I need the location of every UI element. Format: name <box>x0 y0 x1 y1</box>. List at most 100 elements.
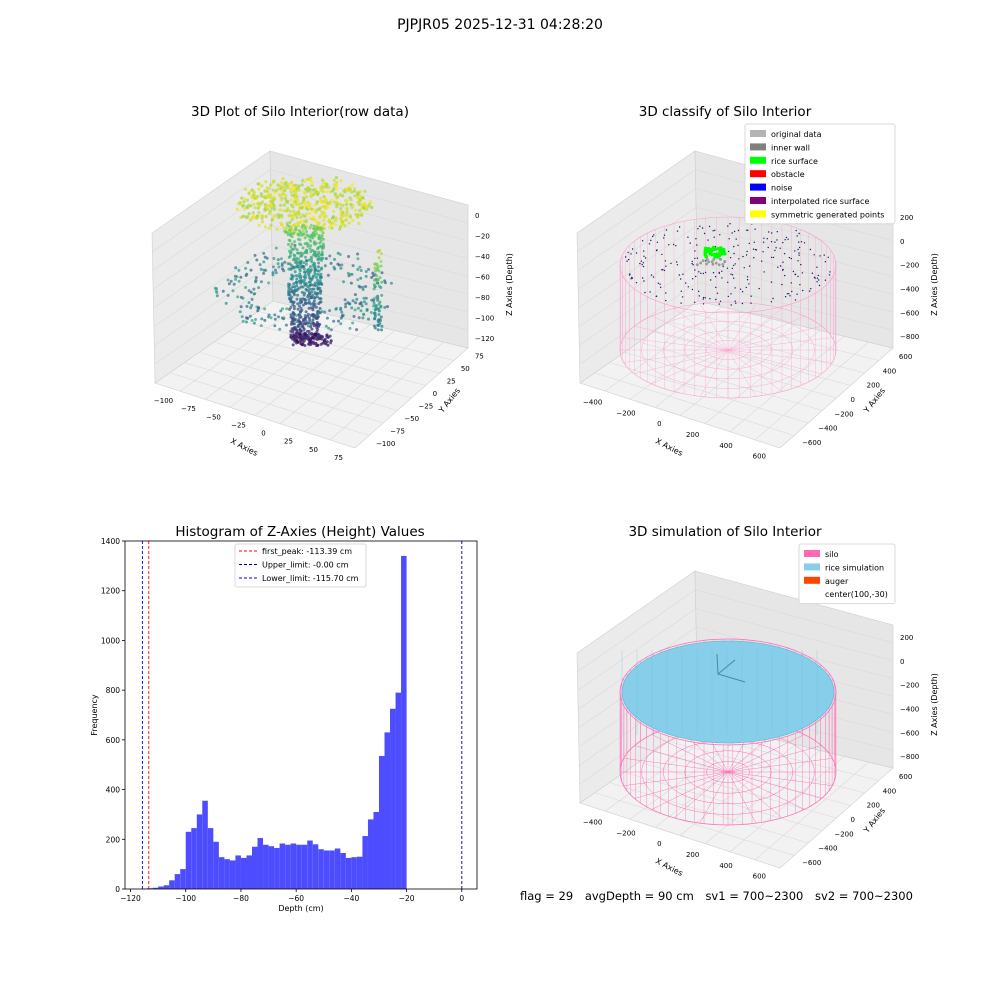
data-point <box>325 316 329 320</box>
data-point <box>357 221 361 226</box>
data-point <box>376 307 380 311</box>
data-point <box>263 189 267 193</box>
data-point <box>289 187 293 191</box>
data-point <box>263 307 267 311</box>
data-point <box>262 195 266 199</box>
interpolated-surface-point <box>678 226 681 228</box>
data-point <box>265 256 269 260</box>
data-point <box>236 295 240 299</box>
x-tick-label: 0 <box>657 840 661 848</box>
interpolated-surface-point <box>726 267 729 269</box>
data-point <box>306 189 310 193</box>
data-point <box>348 302 352 306</box>
data-point <box>358 285 362 289</box>
interpolated-surface-point <box>691 262 693 265</box>
data-point <box>310 296 314 300</box>
data-point <box>294 274 298 278</box>
data-point <box>267 281 271 285</box>
inner-wall-point <box>701 259 705 262</box>
data-point <box>340 263 344 267</box>
data-point <box>270 204 274 208</box>
inner-wall-point <box>717 263 721 267</box>
data-point <box>326 335 330 339</box>
data-point <box>240 196 244 200</box>
y-tick-label: −200 <box>834 830 853 838</box>
data-point <box>298 272 302 276</box>
interpolated-surface-point <box>655 295 658 297</box>
silo-floor-spoke <box>623 337 729 351</box>
legend-label: inner wall <box>771 143 810 152</box>
histogram-bar <box>312 844 319 889</box>
data-point <box>314 317 318 320</box>
data-point <box>312 299 316 303</box>
grid-line <box>704 750 821 844</box>
interpolated-surface-point <box>730 273 732 275</box>
rice-surface-point <box>719 248 724 253</box>
histogram-bar <box>356 856 363 889</box>
data-point <box>351 299 355 303</box>
data-point <box>321 190 325 194</box>
interpolated-surface-point <box>818 279 820 281</box>
data-point <box>320 200 324 204</box>
interpolated-surface-point <box>676 264 679 266</box>
x-tick-label: −25 <box>231 421 246 429</box>
data-point <box>241 296 245 300</box>
data-point <box>239 275 243 279</box>
data-point <box>252 292 256 296</box>
data-point <box>286 206 290 211</box>
data-point <box>304 187 308 191</box>
data-point <box>351 218 355 222</box>
silo-floor-spoke <box>727 308 783 351</box>
data-point <box>359 309 363 313</box>
interpolated-surface-point <box>712 272 715 274</box>
data-point <box>322 195 326 199</box>
interpolated-surface-point <box>788 256 791 259</box>
data-point <box>264 268 268 272</box>
data-point <box>357 316 361 320</box>
silo-floor-spoke <box>634 325 729 351</box>
data-point <box>243 197 247 201</box>
data-point <box>271 199 275 203</box>
grid-line <box>695 589 894 644</box>
data-point <box>313 314 316 318</box>
data-point <box>312 224 316 228</box>
data-point <box>317 265 320 269</box>
data-point <box>278 327 282 331</box>
data-point <box>372 278 376 282</box>
interpolated-surface-point <box>738 258 740 260</box>
y-axis-label: Y Axies <box>861 386 887 415</box>
interpolated-surface-point <box>707 239 709 241</box>
data-point <box>257 201 261 205</box>
data-point <box>318 307 322 310</box>
data-point <box>292 232 295 236</box>
interpolated-surface-point <box>819 255 821 257</box>
data-point <box>290 327 294 331</box>
histogram-bar <box>351 857 357 889</box>
data-point <box>358 198 363 202</box>
data-point <box>276 213 280 217</box>
data-point <box>253 253 257 257</box>
interpolated-surface-point <box>742 255 744 258</box>
interpolated-surface-point <box>808 290 811 292</box>
data-point <box>281 192 285 196</box>
data-point <box>310 260 314 264</box>
z-axis-label: Z Axies (Depth) <box>930 673 939 736</box>
data-point <box>296 257 300 261</box>
x-tick-label: 400 <box>719 442 732 450</box>
interpolated-surface-point <box>741 302 744 305</box>
inner-wall-point <box>718 257 722 261</box>
data-point <box>364 302 368 306</box>
interpolated-surface-point <box>824 261 827 263</box>
histogram-bar <box>367 819 374 889</box>
data-point <box>322 218 326 222</box>
x-tick-label: −60 <box>288 894 304 903</box>
inner-wall-point <box>711 262 715 266</box>
data-point <box>295 289 299 293</box>
silo-floor-spoke <box>699 349 729 397</box>
z-tick-label: 200 <box>900 214 913 222</box>
data-point <box>290 242 294 246</box>
x-tick-label: 400 <box>719 862 732 870</box>
data-point <box>291 214 295 218</box>
data-point <box>379 252 383 256</box>
interpolated-surface-point <box>642 262 644 264</box>
